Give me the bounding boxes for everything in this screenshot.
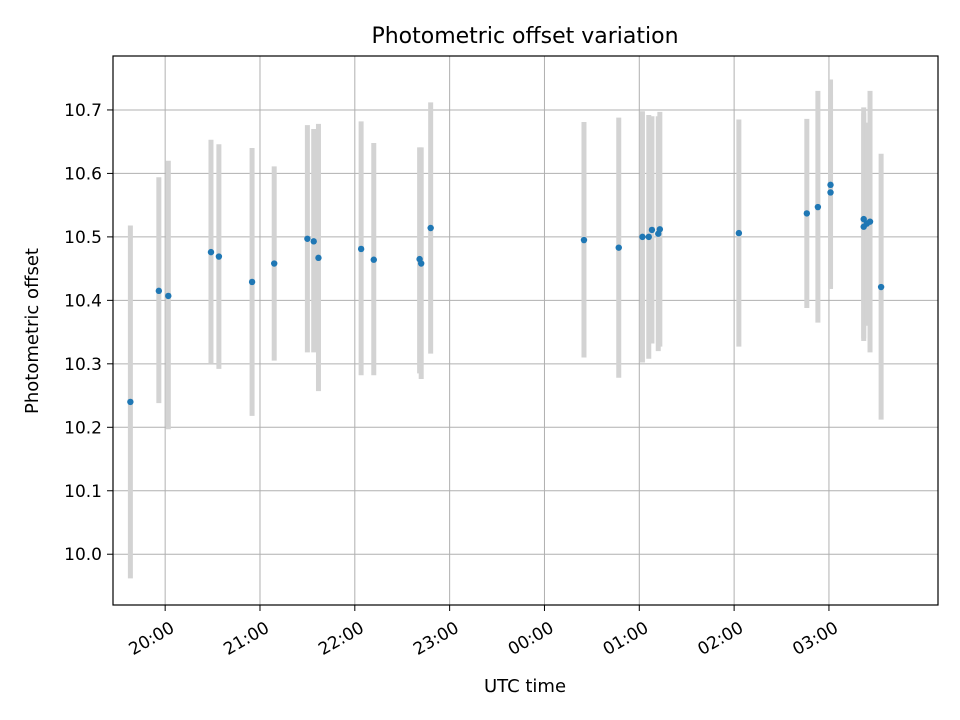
data-point: [615, 244, 622, 251]
y-axis-ticks: 10.0 10.1 10.2 10.3 10.4 10.5 10.6 10.7: [64, 101, 113, 565]
chart-title: Photometric offset variation: [371, 24, 678, 49]
plot-frame: [112, 55, 939, 606]
data-point: [370, 256, 377, 263]
data-point: [860, 215, 867, 223]
data-point: [271, 260, 278, 267]
data-point: [580, 236, 588, 244]
data-point: [827, 189, 834, 196]
data-point: [417, 260, 425, 267]
data-point: [648, 226, 656, 234]
data-point: [827, 181, 834, 189]
data-point: [207, 248, 215, 256]
data-point: [427, 224, 434, 232]
data-point: [155, 287, 163, 295]
point-layer: [127, 181, 885, 406]
x-axis-title: UTC time: [484, 676, 566, 697]
data-point: [304, 235, 311, 242]
y-tick-label: 10.7: [64, 101, 102, 121]
y-axis-title: Photometric offset: [22, 248, 43, 414]
y-tick-label: 10.4: [64, 291, 102, 311]
data-point: [310, 238, 317, 245]
y-tick-label: 10.6: [64, 164, 102, 184]
data-point: [639, 233, 646, 241]
data-point: [127, 398, 134, 406]
data-point: [215, 253, 223, 260]
data-point: [357, 245, 365, 253]
y-tick-label: 10.0: [64, 545, 102, 565]
data-point: [866, 218, 874, 225]
data-point: [803, 210, 811, 217]
data-point: [248, 278, 256, 286]
data-point: [814, 203, 822, 211]
data-point: [645, 233, 652, 241]
y-tick-label: 10.3: [64, 355, 102, 375]
y-tick-label: 10.1: [64, 482, 102, 502]
data-point: [315, 254, 322, 262]
data-point: [735, 229, 743, 237]
y-tick-label: 10.5: [64, 228, 102, 248]
data-point: [877, 283, 885, 291]
data-point: [656, 226, 664, 233]
data-point: [165, 292, 172, 300]
y-tick-label: 10.2: [64, 418, 102, 438]
